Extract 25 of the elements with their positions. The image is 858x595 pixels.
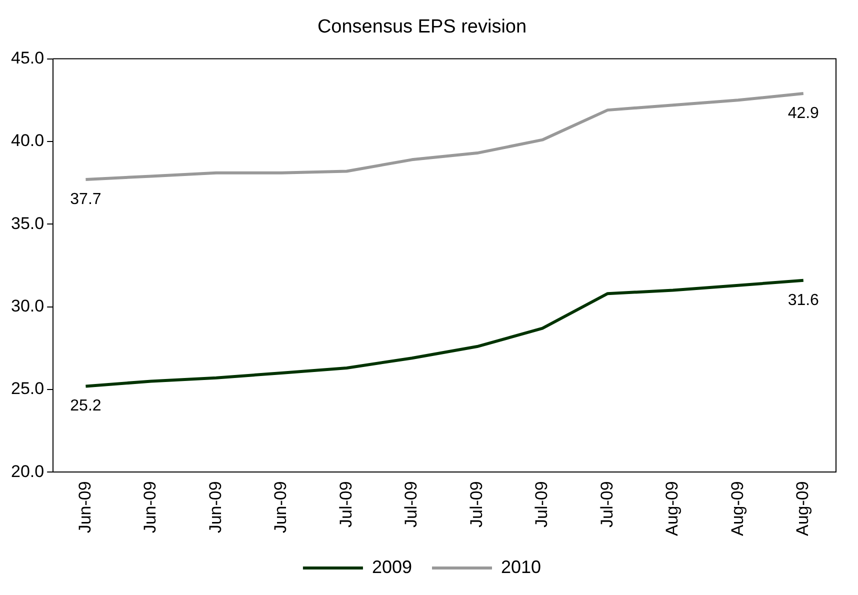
y-tick-label: 35.0 — [10, 214, 44, 233]
y-tick-label: 20.0 — [10, 462, 44, 481]
data-label: 25.2 — [70, 398, 102, 415]
legend-label: 2009 — [372, 556, 412, 577]
x-tick-label: Jun-09 — [206, 481, 225, 534]
x-tick-label: Jul-09 — [532, 481, 552, 528]
x-tick-label: Jul-09 — [597, 481, 616, 528]
data-label: 37.7 — [70, 190, 102, 208]
x-tick-label: Aug-09 — [662, 481, 682, 536]
x-tick-label: Jun-09 — [75, 481, 94, 534]
data-label: 31.6 — [788, 292, 820, 309]
chart-title: Consensus EPS revision — [317, 16, 527, 38]
legend-label: 2010 — [501, 556, 542, 577]
x-tick-label: Aug-09 — [728, 481, 747, 536]
x-tick-label: Jul-09 — [402, 481, 421, 528]
data-label: 42.9 — [788, 104, 820, 122]
x-tick-label: Jun-09 — [271, 481, 290, 534]
x-tick-label: Jul-09 — [336, 481, 356, 528]
y-tick-label: 40.0 — [10, 131, 44, 150]
x-tick-label: Jun-09 — [140, 481, 160, 534]
x-tick-label: Jul-09 — [466, 481, 486, 528]
y-tick-label: 30.0 — [10, 296, 44, 316]
y-tick-label: 25.0 — [10, 379, 44, 398]
x-tick-label: Aug-09 — [793, 481, 812, 536]
y-tick-label: 45.0 — [10, 48, 44, 68]
